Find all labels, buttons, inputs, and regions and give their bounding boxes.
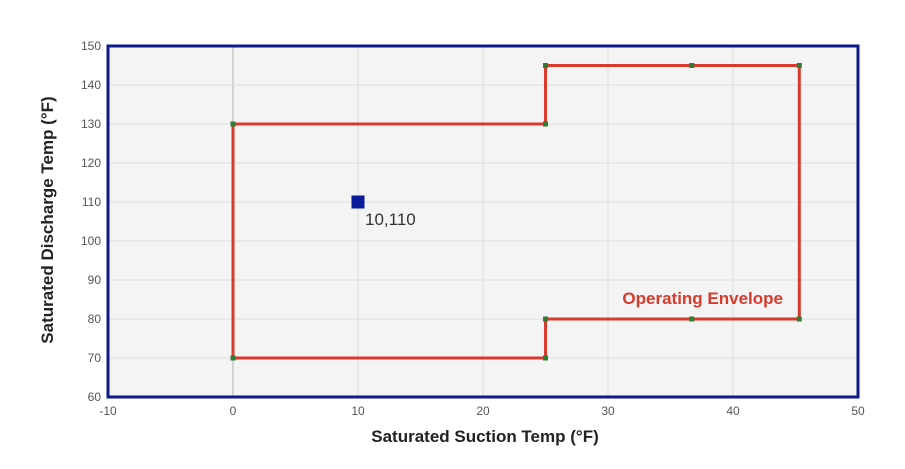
y-tick-label: 70: [88, 351, 102, 365]
plot-frame: [106, 44, 860, 399]
y-tick-label: 100: [81, 234, 101, 248]
x-tick-label: 30: [601, 404, 615, 418]
y-tick-label: 120: [81, 156, 101, 170]
y-axis-title: Saturated Discharge Temp (°F): [38, 96, 57, 343]
envelope-vertex-marker: [543, 63, 548, 68]
y-tick-label: 90: [88, 273, 102, 287]
y-tick-label: 80: [88, 312, 102, 326]
operating-point-marker: [351, 195, 365, 209]
y-tick-label: 110: [82, 195, 101, 209]
envelope-vertex-marker: [543, 316, 548, 322]
x-tick-label: -10: [99, 404, 117, 418]
y-tick-label: 150: [81, 39, 101, 53]
x-tick-label: 0: [230, 404, 237, 418]
envelope-vertex-marker: [689, 63, 695, 68]
x-tick-label: 10: [351, 404, 365, 418]
envelope-vertex-marker: [230, 121, 236, 127]
envelope-vertex-marker: [689, 316, 695, 322]
operating-point-label: 10,110: [365, 210, 416, 229]
envelope-vertex-marker: [543, 355, 548, 361]
envelope-vertex-marker: [230, 355, 236, 361]
y-tick-label: 60: [88, 390, 102, 404]
x-tick-label: 20: [476, 404, 490, 418]
x-tick-label: 40: [726, 404, 740, 418]
x-axis-title: Saturated Suction Temp (°F): [371, 427, 599, 446]
envelope-label: Operating Envelope: [622, 289, 783, 308]
envelope-vertex-marker: [796, 316, 802, 322]
x-tick-label: 50: [851, 404, 865, 418]
envelope-vertex-marker: [543, 121, 548, 127]
envelope-vertex-marker: [796, 63, 802, 68]
y-tick-label: 130: [81, 117, 101, 131]
y-tick-label: 140: [81, 78, 101, 92]
